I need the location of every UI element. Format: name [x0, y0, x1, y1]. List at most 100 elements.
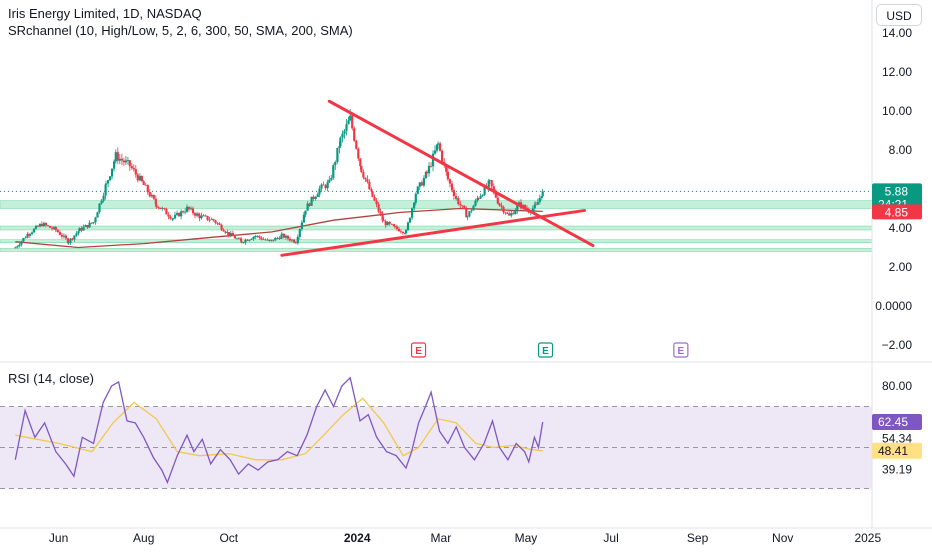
candle — [198, 215, 201, 219]
candle — [107, 180, 110, 184]
candle — [104, 184, 107, 196]
candle — [42, 223, 45, 227]
price-tick-label: 2.00 — [889, 260, 913, 274]
candle — [347, 120, 350, 125]
currency-button[interactable]: USD — [876, 4, 922, 26]
candle — [66, 238, 69, 244]
candle — [130, 166, 133, 168]
candle — [314, 196, 317, 199]
candle — [534, 204, 537, 206]
candle — [226, 232, 229, 233]
candle — [459, 204, 462, 206]
candle — [78, 228, 81, 232]
candle — [71, 238, 74, 240]
candle — [256, 235, 259, 237]
candle — [69, 238, 72, 243]
candle — [86, 225, 89, 228]
rsi-layer — [14, 376, 544, 485]
earnings-icon[interactable] — [537, 342, 554, 358]
time-tick-label: Mar — [431, 531, 452, 545]
candle — [62, 235, 65, 237]
candle — [191, 208, 195, 214]
candle — [114, 152, 117, 162]
candle — [155, 204, 158, 208]
candle — [536, 202, 539, 205]
candle — [300, 222, 303, 230]
rsi-tick-label: 39.19 — [882, 463, 912, 477]
candle — [531, 208, 534, 213]
candle — [22, 238, 25, 242]
candle — [178, 213, 181, 217]
candle — [341, 133, 344, 138]
candle — [52, 227, 56, 229]
candle — [448, 179, 451, 184]
earnings-icon[interactable] — [410, 342, 427, 358]
candle — [364, 177, 367, 180]
candle — [152, 195, 155, 199]
candle — [388, 221, 391, 224]
candle — [450, 183, 453, 191]
candle — [169, 216, 172, 219]
candle — [392, 224, 395, 226]
candle — [339, 137, 342, 147]
candle — [488, 180, 491, 181]
indicator-legend[interactable]: SRchannel (10, High/Low, 5, 2, 6, 300, 5… — [8, 23, 353, 38]
candle — [366, 179, 369, 182]
candle — [508, 213, 511, 216]
candle — [210, 219, 213, 220]
candle — [481, 195, 484, 196]
candle — [322, 184, 325, 186]
candle — [159, 207, 162, 209]
candle — [16, 246, 19, 248]
candle — [370, 189, 373, 192]
candle — [182, 211, 185, 213]
candle — [77, 231, 80, 234]
candle — [429, 165, 433, 167]
sr-zone — [0, 248, 873, 252]
earnings-marker[interactable]: E — [410, 342, 427, 358]
candle — [296, 236, 299, 244]
candle — [266, 239, 269, 241]
candle — [397, 228, 400, 232]
candle — [208, 219, 211, 221]
candle — [320, 184, 323, 189]
earnings-icon[interactable] — [673, 342, 689, 358]
candle — [75, 233, 78, 236]
candle — [124, 160, 127, 163]
rsi-ma-badge — [872, 442, 922, 459]
support-trendline[interactable] — [280, 208, 587, 257]
candle — [427, 165, 431, 174]
candle — [214, 220, 217, 223]
candle — [470, 210, 473, 212]
candle — [36, 225, 40, 227]
candle — [142, 181, 145, 185]
candle — [276, 237, 279, 239]
rsi-legend[interactable]: RSI (14, close) — [8, 371, 94, 386]
candle — [332, 165, 335, 178]
candle — [418, 182, 421, 187]
earnings-marker[interactable]: E — [673, 342, 689, 358]
candle — [231, 233, 234, 237]
earnings-marker[interactable]: E — [537, 342, 554, 358]
candle — [371, 191, 374, 197]
resistance-trendline[interactable] — [327, 99, 595, 248]
candle — [424, 171, 427, 179]
candle — [90, 222, 93, 224]
earnings-label: E — [678, 346, 685, 357]
candle — [272, 239, 275, 241]
time-tick-label: Jul — [603, 531, 618, 545]
candle — [496, 197, 499, 204]
candle — [476, 198, 479, 201]
candle — [246, 239, 249, 241]
candle — [38, 224, 42, 227]
candle — [94, 217, 97, 223]
candle — [446, 171, 449, 180]
time-tick-label: 2025 — [854, 531, 881, 545]
candle — [98, 203, 101, 213]
candle — [50, 227, 54, 229]
